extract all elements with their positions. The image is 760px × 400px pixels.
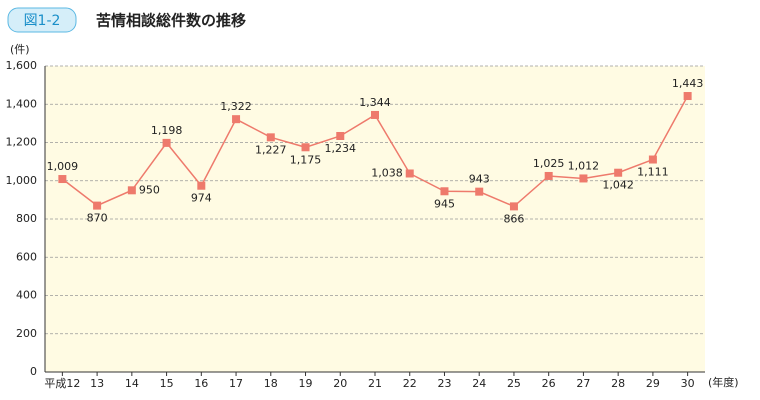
x-tick-label: 24 [472, 377, 486, 390]
chart-title: 苦情相談総件数の推移 [96, 12, 246, 30]
marker [509, 202, 518, 211]
y-tick-label: 1,000 [6, 174, 38, 187]
x-tick-label: 27 [576, 377, 590, 390]
data-label: 943 [469, 173, 490, 186]
figure-number: 図1-2 [24, 13, 61, 29]
x-tick-label: 30 [681, 377, 695, 390]
marker [475, 187, 484, 196]
marker [683, 92, 692, 101]
data-label: 1,025 [533, 157, 565, 170]
data-label: 866 [503, 212, 524, 225]
marker [371, 110, 379, 119]
y-tick-label: 0 [30, 365, 37, 378]
y-tick-label: 1,600 [6, 59, 38, 72]
marker [579, 174, 588, 183]
x-tick-label: 23 [437, 377, 451, 390]
marker [648, 155, 657, 164]
data-label: 1,175 [290, 153, 322, 166]
x-tick-label: 平成12 [44, 377, 80, 390]
marker [232, 115, 241, 124]
data-label: 870 [87, 212, 108, 225]
y-tick-label: 600 [16, 250, 37, 263]
x-tick-label: 17 [229, 377, 243, 390]
x-tick-label: 13 [90, 377, 104, 390]
marker [266, 133, 275, 142]
data-label: 1,012 [568, 159, 600, 172]
x-tick-label: 28 [611, 377, 625, 390]
x-tick-label: 21 [368, 377, 382, 390]
marker [301, 143, 310, 152]
marker [336, 131, 345, 140]
x-tick-label: 14 [125, 377, 139, 390]
y-tick-label: 200 [16, 327, 37, 340]
x-tick-label: 15 [160, 377, 174, 390]
data-label: 1,344 [359, 96, 391, 109]
data-label: 1,198 [151, 124, 183, 137]
marker [127, 186, 136, 195]
marker [162, 138, 171, 147]
x-tick-label: 20 [333, 377, 347, 390]
data-label: 1,234 [325, 142, 357, 155]
marker [197, 181, 206, 190]
y-tick-label: 800 [16, 212, 37, 225]
data-label: 1,227 [255, 143, 287, 156]
x-tick-label: 26 [542, 377, 556, 390]
marker [58, 175, 67, 184]
data-label: 1,443 [672, 77, 704, 90]
x-tick-label: 16 [194, 377, 208, 390]
x-tick-label: 25 [507, 377, 521, 390]
data-label: 1,111 [637, 166, 669, 179]
data-label: 974 [191, 192, 212, 205]
data-label: 1,322 [220, 100, 252, 113]
x-tick-label: 18 [264, 377, 278, 390]
marker [405, 169, 414, 178]
y-axis-label: (件) [10, 43, 30, 56]
marker [614, 168, 623, 177]
marker [544, 171, 553, 180]
y-tick-label: 1,200 [6, 136, 38, 149]
marker [440, 187, 449, 196]
x-axis-label: (年度) [708, 375, 739, 389]
y-tick-label: 1,400 [6, 97, 38, 110]
data-label: 1,038 [371, 166, 403, 179]
x-tick-label: 22 [403, 377, 417, 390]
badge-box [7, 7, 77, 33]
marker [93, 201, 102, 210]
data-label: 950 [139, 183, 160, 196]
data-label: 945 [434, 197, 455, 210]
data-label: 1,042 [602, 179, 634, 192]
data-label: 1,009 [47, 160, 79, 173]
x-tick-label: 19 [299, 377, 313, 390]
y-tick-label: 400 [16, 289, 37, 302]
x-tick-label: 29 [646, 377, 660, 390]
